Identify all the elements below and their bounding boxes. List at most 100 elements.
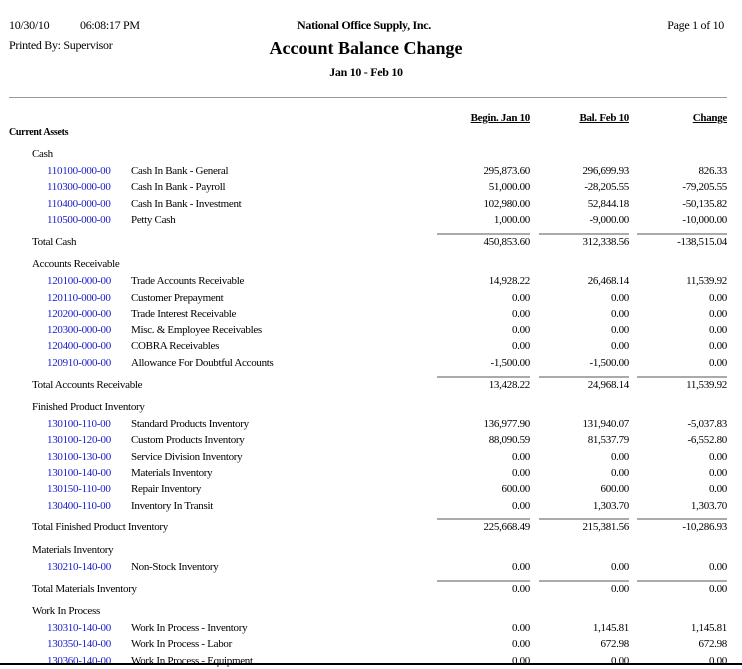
company-name: National Office Supply, Inc. — [297, 18, 431, 32]
total-rule — [539, 375, 629, 378]
total-begin: 225,668.49 — [483, 521, 530, 534]
change-amount: 0.00 — [708, 450, 727, 463]
account-description: Materials Inventory — [131, 466, 213, 479]
total-rule — [637, 232, 727, 235]
total-rule — [437, 518, 530, 521]
account-row: 120100-000-00 Trade Accounts Receivable 14… — [0, 273, 742, 289]
total-row: Total Materials Inventory 0.00 0.00 0.00 — [0, 581, 742, 597]
page-number: Page 1 of 10 — [667, 18, 724, 32]
feb-balance: 0.00 — [610, 340, 629, 353]
total-row: Total Cash 450,853.60 312,338.56 -138,515.0… — [0, 234, 742, 250]
begin-balance: 0.00 — [511, 622, 530, 635]
begin-balance: 0.00 — [511, 654, 530, 667]
begin-balance: 1,000.00 — [493, 213, 530, 226]
account-description: Allowance For Doubtful Accounts — [131, 356, 274, 369]
account-description: Cash In Bank - Investment — [131, 197, 242, 210]
total-rule — [637, 375, 727, 378]
total-rule — [539, 518, 629, 521]
account-number-link[interactable]: 130100-110-00 — [47, 418, 111, 430]
total-label: Total Cash — [32, 235, 77, 248]
feb-balance: 296,699.93 — [582, 165, 629, 177]
report-period: Jan 10 - Feb 10 — [329, 65, 403, 79]
account-row: 130150-110-00 Repair Inventory 600.00 600.0… — [0, 481, 742, 497]
feb-balance: 0.00 — [610, 307, 629, 320]
account-description: Cash In Bank - Payroll — [131, 181, 226, 194]
change-amount: 826.33 — [698, 165, 728, 177]
total-row: Total Accounts Receivable 13,428.22 24,968… — [0, 377, 742, 393]
begin-balance: 0.00 — [511, 466, 530, 479]
account-row: 120400-000-00 COBRA Receivables 0.00 0.00 0.… — [0, 338, 742, 354]
feb-balance: 26,468.14 — [587, 275, 630, 288]
account-number-link[interactable]: 110400-000-00 — [47, 197, 111, 210]
feb-balance: 0.00 — [610, 324, 629, 337]
total-rule — [539, 579, 629, 582]
total-change: -138,515.04 — [677, 235, 727, 248]
account-row: 120300-000-00 Misc. & Employee Receivable… — [0, 322, 742, 338]
account-number-link[interactable]: 110100-000-00 — [47, 165, 111, 177]
change-amount: 0.00 — [708, 483, 727, 496]
total-rule — [539, 232, 629, 235]
total-rule — [437, 579, 530, 582]
account-number-link[interactable]: 130350-140-00 — [47, 638, 111, 651]
feb-balance: 0.00 — [610, 450, 629, 463]
account-number-link[interactable]: 130310-140-00 — [47, 622, 111, 635]
feb-balance: 0.00 — [610, 654, 629, 667]
account-number-link[interactable]: 130100-140-00 — [47, 466, 111, 479]
change-amount: 672.98 — [698, 638, 728, 651]
account-row: 130400-110-00 Inventory In Transit 0.00 1,3… — [0, 498, 742, 514]
account-number-link[interactable]: 120110-000-00 — [47, 291, 111, 304]
account-description: Repair Inventory — [131, 483, 202, 496]
total-begin: 450,853.60 — [483, 235, 530, 248]
change-amount: -10,000.00 — [682, 213, 727, 226]
account-row: 110300-000-00 Cash In Bank - Payroll 51,00… — [0, 179, 742, 195]
account-description: Misc. & Employee Receivables — [131, 324, 262, 337]
total-bal: 24,968.14 — [587, 378, 630, 391]
column-header-begin: Begin. Jan 10 — [470, 112, 531, 124]
feb-balance: 672.98 — [600, 638, 630, 651]
total-change: -10,286.93 — [682, 521, 727, 534]
account-description: Work In Process - Inventory — [131, 622, 248, 635]
change-amount: 1,145.81 — [690, 622, 727, 635]
account-number-link[interactable]: 110300-000-00 — [47, 181, 111, 194]
account-number-link[interactable]: 130150-110-00 — [47, 483, 111, 496]
account-description: Customer Prepayment — [131, 291, 224, 304]
account-number-link[interactable]: 120200-000-00 — [47, 307, 111, 320]
account-number-link[interactable]: 120300-000-00 — [47, 324, 111, 337]
account-number-link[interactable]: 130360-140-00 — [47, 654, 111, 667]
feb-balance: 81,537.79 — [587, 434, 630, 447]
account-number-link[interactable]: 130100-130-00 — [47, 450, 111, 463]
total-bal: 215,381.56 — [582, 521, 629, 534]
account-number-link[interactable]: 130210-140-00 — [47, 560, 111, 573]
page-bottom-border — [0, 663, 742, 665]
feb-balance: -1,500.00 — [589, 356, 630, 369]
change-amount: -5,037.83 — [687, 418, 728, 430]
account-number-link[interactable]: 110500-000-00 — [47, 213, 111, 226]
account-number-link[interactable]: 120100-000-00 — [47, 275, 111, 288]
column-header-bal: Bal. Feb 10 — [579, 112, 629, 124]
begin-balance: 600.00 — [501, 483, 531, 496]
total-rule — [437, 375, 530, 378]
total-rule — [437, 232, 530, 235]
total-begin: 13,428.22 — [488, 378, 531, 391]
begin-balance: 0.00 — [511, 307, 530, 320]
account-description: COBRA Receivables — [131, 340, 220, 353]
account-description: Inventory In Transit — [131, 499, 214, 512]
account-number-link[interactable]: 130400-110-00 — [47, 499, 111, 512]
account-number-link[interactable]: 130100-120-00 — [47, 434, 111, 447]
begin-balance: 88,090.59 — [488, 434, 531, 447]
feb-balance: 1,303.70 — [592, 499, 629, 512]
account-description: Custom Products Inventory — [131, 434, 245, 447]
total-row: Total Finished Product Inventory 225,668.… — [0, 519, 742, 535]
account-row: 110100-000-00 Cash In Bank - General 295,8… — [0, 163, 742, 179]
section-name: Materials Inventory — [32, 543, 114, 556]
section-header: Accounts Receivable — [0, 256, 742, 272]
account-row: 130210-140-00 Non-Stock Inventory 0.00 0.00… — [0, 559, 742, 575]
account-number-link[interactable]: 120910-000-00 — [47, 356, 111, 369]
begin-balance: 136,977.90 — [483, 418, 530, 430]
column-header-change: Change — [692, 112, 728, 124]
account-number-link[interactable]: 120400-000-00 — [47, 340, 111, 353]
section-header: Finished Product Inventory — [0, 399, 742, 415]
begin-balance: 295,873.60 — [483, 165, 530, 177]
account-row: 130310-140-00 Work In Process - Inventory… — [0, 620, 742, 636]
change-amount: 0.00 — [708, 340, 727, 353]
